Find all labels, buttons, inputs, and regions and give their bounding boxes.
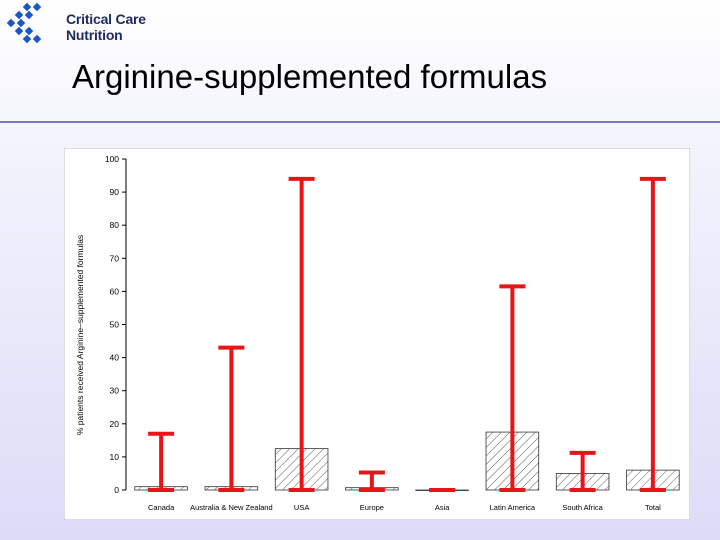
x-tick-label: Latin America — [490, 503, 536, 512]
y-tick-label: 10 — [110, 452, 120, 462]
slide-title: Arginine-supplemented formulas — [72, 58, 548, 95]
title-divider — [0, 121, 720, 123]
logo-line-1: Critical Care — [66, 11, 146, 27]
logo-text: Critical Care Nutrition — [66, 11, 146, 43]
y-tick-label: 100 — [105, 154, 119, 164]
x-tick-label: Australia & New Zealand — [190, 503, 273, 512]
y-tick-label: 20 — [110, 419, 120, 429]
chart-panel: % patients received Arginine–supplemente… — [63, 147, 691, 521]
y-tick-label: 50 — [110, 320, 120, 330]
y-tick-label: 90 — [110, 187, 120, 197]
y-tick-label: 40 — [110, 353, 120, 363]
x-tick-label: Europe — [360, 503, 384, 512]
x-tick-label: Canada — [148, 503, 175, 512]
x-tick-label: USA — [294, 503, 309, 512]
y-tick-label: 60 — [110, 286, 120, 296]
x-tick-label: Total — [645, 503, 661, 512]
y-tick-label: 0 — [114, 485, 119, 495]
logo-line-2: Nutrition — [66, 27, 123, 43]
x-tick-label: Asia — [435, 503, 450, 512]
logo: Critical Care Nutrition — [2, 2, 162, 48]
y-axis-label: % patients received Arginine–supplemente… — [75, 235, 85, 435]
x-tick-label: South Africa — [562, 503, 603, 512]
y-tick-label: 80 — [110, 220, 120, 230]
logo-diamonds-icon — [6, 2, 42, 44]
y-tick-label: 70 — [110, 253, 120, 263]
chart-frame — [63, 147, 691, 521]
y-tick-label: 30 — [110, 386, 120, 396]
bar-chart: % patients received Arginine–supplemente… — [63, 147, 691, 521]
